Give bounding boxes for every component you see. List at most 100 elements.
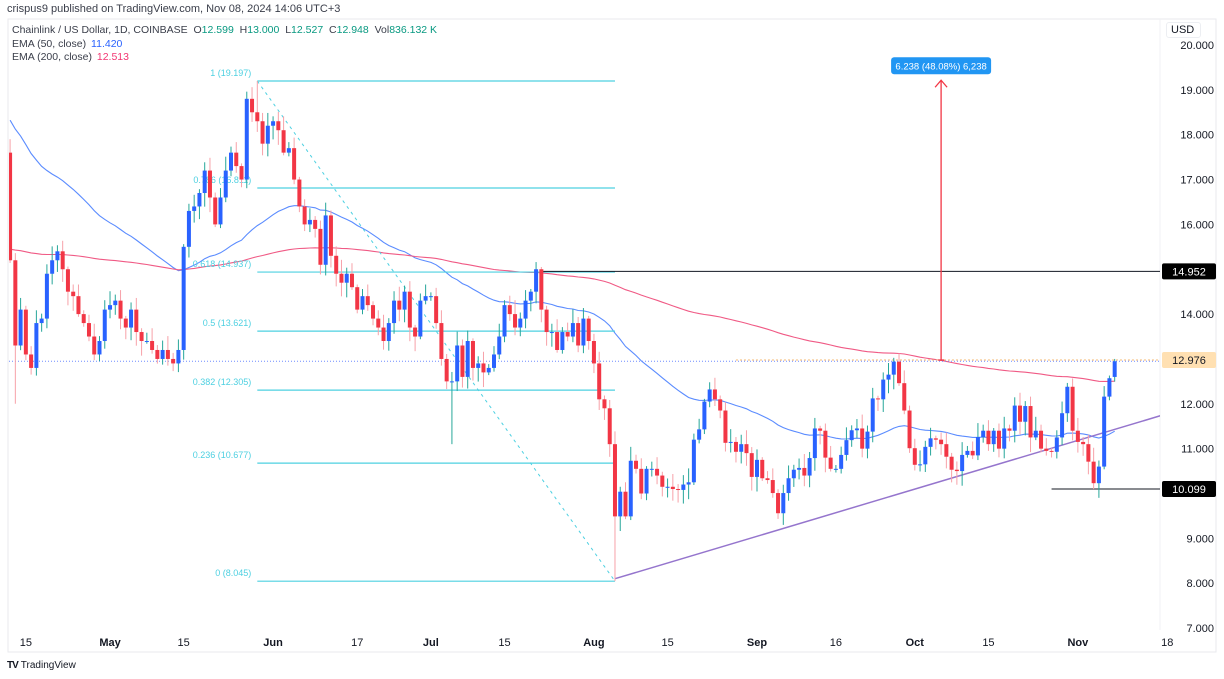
- candle-body: [97, 341, 102, 355]
- candle-body: [691, 439, 696, 483]
- candle-body: [276, 121, 281, 131]
- candle-body: [244, 98, 249, 180]
- candle-body: [129, 309, 134, 328]
- ema200-line: [10, 247, 1115, 382]
- ema200-row[interactable]: EMA (200, close) 12.513: [12, 51, 437, 65]
- candle: [465, 330, 470, 389]
- candle-body: [702, 401, 707, 430]
- candle: [328, 210, 333, 268]
- candle-body: [944, 444, 949, 457]
- candle-body: [339, 273, 344, 283]
- candle-body: [860, 428, 865, 449]
- candle-body: [544, 309, 549, 333]
- candle: [39, 313, 44, 332]
- candle: [555, 319, 560, 353]
- candle-body: [465, 341, 470, 377]
- candle: [965, 445, 970, 458]
- candle-body: [1044, 448, 1049, 451]
- candle: [129, 302, 134, 341]
- candle-body: [386, 323, 391, 342]
- candle-body: [555, 332, 560, 350]
- symbol-name[interactable]: Chainlink / US Dollar, 1D, COINBASE: [12, 24, 188, 36]
- candle-body: [50, 260, 55, 274]
- candle-body: [218, 197, 223, 225]
- candle-body: [818, 428, 823, 431]
- ema50-row[interactable]: EMA (50, close) 11.420: [12, 38, 437, 52]
- candle: [334, 246, 339, 287]
- candle-body: [1102, 396, 1107, 467]
- candle: [1086, 434, 1091, 475]
- candle: [702, 398, 707, 435]
- candle: [576, 317, 581, 353]
- candle: [897, 353, 902, 386]
- candle-body: [250, 98, 255, 113]
- candle-body: [92, 336, 97, 355]
- candle: [797, 458, 802, 480]
- candle: [912, 438, 917, 471]
- candle: [160, 340, 165, 365]
- candle: [544, 305, 549, 346]
- candle: [749, 447, 754, 491]
- candle-body: [755, 459, 759, 477]
- candle: [823, 423, 828, 473]
- candle: [723, 402, 728, 452]
- chart-legend: Chainlink / US Dollar, 1D, COINBASE O12.…: [12, 24, 437, 65]
- candle: [481, 351, 486, 388]
- time-tick-label: 17: [351, 637, 363, 649]
- plot-area[interactable]: 1 (19.197) 0.786 (16.811) 0.618 (14.937) 0.…: [8, 57, 1167, 582]
- candle-body: [150, 341, 155, 350]
- candle: [1002, 416, 1007, 459]
- price-axis[interactable]: 20.000 19.000 18.000 17.000 16.000 14.000 12.0…: [1180, 40, 1214, 635]
- currency-label[interactable]: USD: [1166, 22, 1202, 38]
- candle: [1096, 460, 1101, 498]
- candle: [791, 464, 796, 487]
- candle: [155, 345, 160, 364]
- candle: [755, 449, 759, 492]
- close-value: 12.948: [336, 24, 369, 36]
- candle-body: [749, 453, 754, 477]
- candle-body: [176, 349, 181, 364]
- candle: [55, 245, 60, 272]
- candle: [218, 188, 223, 229]
- candle: [276, 111, 281, 145]
- candle-body: [1002, 428, 1007, 449]
- candle: [460, 339, 465, 388]
- candle-body: [760, 459, 765, 479]
- candle-body: [1086, 444, 1091, 462]
- candle: [560, 327, 565, 354]
- footer-brand[interactable]: TradingView: [20, 660, 76, 671]
- candle-body: [344, 273, 349, 283]
- candle: [497, 323, 502, 360]
- candle: [186, 203, 191, 258]
- candle: [260, 112, 265, 156]
- candle: [92, 323, 97, 361]
- candle: [602, 395, 607, 420]
- candle: [323, 202, 328, 276]
- candle: [939, 432, 944, 455]
- candle: [1065, 382, 1070, 422]
- candle: [386, 318, 391, 351]
- candle-body: [791, 469, 796, 479]
- candle: [707, 382, 712, 408]
- candle-body: [397, 300, 402, 310]
- candle-body: [676, 489, 681, 491]
- candle: [660, 471, 665, 497]
- candle: [349, 263, 354, 290]
- candle-body: [697, 429, 702, 440]
- candle-body: [802, 467, 807, 476]
- candle: [313, 216, 318, 238]
- time-axis[interactable]: 15 May 15 Jun 17 Jul 15 Aug 15 Sep 16 Oct 15 Nov 18: [20, 637, 1174, 649]
- candle: [628, 446, 633, 521]
- price-tick-label: 18.000: [1180, 130, 1214, 142]
- candle-body: [102, 309, 107, 342]
- candle-body: [239, 166, 244, 180]
- candle: [81, 310, 86, 327]
- candle-body: [586, 318, 591, 342]
- candle-body: [1033, 430, 1038, 438]
- candle: [839, 446, 844, 474]
- time-tick-label: 15: [20, 637, 32, 649]
- candle-body: [918, 464, 923, 466]
- candle-body: [86, 323, 91, 337]
- candle-body: [591, 341, 596, 364]
